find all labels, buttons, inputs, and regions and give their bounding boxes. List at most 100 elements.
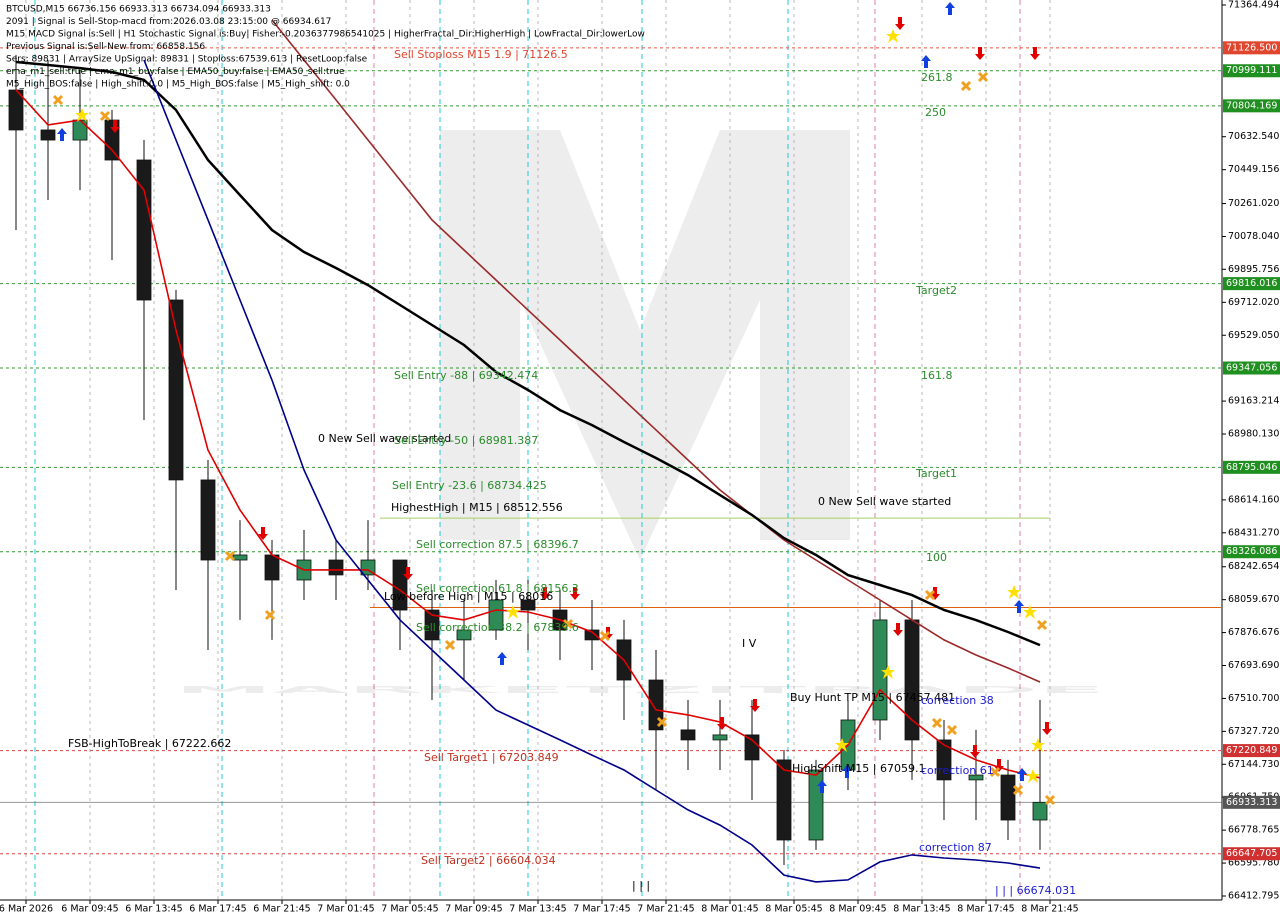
y-tick-label: 69529.050 [1228, 330, 1279, 341]
level-label: 69816.016 [1226, 278, 1277, 289]
cross-marker [1036, 619, 1048, 631]
buy-arrow [1017, 768, 1027, 781]
buy-arrow [921, 55, 931, 68]
buy-arrow [57, 128, 67, 141]
y-tick-label: 70449.156 [1228, 164, 1279, 175]
info-line: 2091 | Signal is Sell-Stop-macd from:202… [6, 17, 331, 27]
star-marker [886, 29, 900, 43]
annotation: FSB-HighToBreak | 67222.662 [68, 737, 231, 750]
level-tag [1223, 361, 1280, 375]
y-tick-label: 69163.214 [1228, 396, 1279, 407]
star-marker [1031, 738, 1045, 752]
candle-body [712, 734, 728, 741]
cross-marker [931, 717, 943, 729]
sell-arrow [1030, 47, 1040, 60]
candle-body [232, 554, 248, 561]
candle-body [680, 729, 696, 741]
annotation: Sell Target2 | 66604.034 [421, 854, 556, 867]
buy-arrow [817, 780, 827, 793]
annotation: correction 38 [921, 694, 994, 707]
cross-marker [1044, 794, 1056, 806]
level-label: 71126.500 [1226, 42, 1277, 53]
y-tick-label: 66778.765 [1228, 825, 1279, 836]
ma-line [271, 19, 1041, 683]
y-tick-label: 68614.160 [1228, 494, 1279, 505]
x-tick-label: 6 Mar 09:45 [61, 904, 118, 915]
candle-body [776, 759, 792, 841]
cross-marker [924, 589, 936, 601]
x-tick-label: 6 Mar 2026 [0, 904, 53, 915]
level-tag [1223, 744, 1280, 758]
info-line: ema_m1_sell:true | ema_m1_buy:false | EM… [6, 67, 345, 77]
buy-arrow [497, 652, 507, 665]
annotation: Buy Hunt TP M15 | 67457.481 [790, 691, 955, 704]
candle-body [520, 599, 536, 611]
annotation: I V [742, 637, 757, 650]
annotation: correction 61 [921, 764, 994, 777]
level-tag [1223, 99, 1280, 113]
level-tag [1223, 41, 1280, 55]
y-tick-label: 68242.654 [1228, 561, 1279, 572]
candle-body [456, 629, 472, 641]
candle-body [744, 734, 760, 761]
buy-arrow [1014, 600, 1024, 613]
sell-arrow [970, 745, 980, 758]
annotation: Sell Target1 | 67203.849 [424, 751, 559, 764]
y-tick-label: 67327.720 [1228, 726, 1279, 737]
x-tick-label: 7 Mar 17:45 [573, 904, 630, 915]
star-marker [75, 108, 89, 122]
annotation: | | | 66674.031 [995, 884, 1076, 897]
ma-line [143, 59, 1041, 883]
cross-marker [946, 724, 958, 736]
annotation: 261.8 [921, 71, 953, 84]
level-label: 70804.169 [1226, 100, 1277, 111]
candle-body [904, 619, 920, 741]
y-tick-label: 68431.270 [1228, 527, 1279, 538]
level-label: 66647.705 [1226, 848, 1277, 859]
x-tick-label: 7 Mar 01:45 [317, 904, 374, 915]
star-marker [1007, 585, 1021, 599]
cross-marker [977, 71, 989, 83]
level-tag [1223, 795, 1280, 809]
info-line: BTCUSD,M15 66736.156 66933.313 66734.094… [6, 5, 271, 15]
info-line: Previous Signal is:Sell-New from: 66858.… [6, 42, 205, 52]
annotation: 100 [926, 551, 947, 564]
candle-body [936, 739, 952, 781]
x-tick-label: 6 Mar 17:45 [189, 904, 246, 915]
cross-marker [562, 618, 574, 630]
annotation: Sell Stoploss M15 1.9 | 71126.5 [394, 48, 568, 61]
annotation: Target2 [915, 284, 957, 297]
buy-arrow [945, 2, 955, 15]
annotation: Sell Entry -50 | 68981.387 [394, 434, 538, 447]
sell-arrow [540, 587, 550, 600]
logo-watermark [440, 130, 850, 560]
cross-marker [656, 716, 668, 728]
sell-arrow [975, 47, 985, 60]
cross-marker [99, 110, 111, 122]
y-tick-label: 70261.020 [1228, 198, 1279, 209]
x-tick-label: 8 Mar 13:45 [893, 904, 950, 915]
x-tick-label: 6 Mar 13:45 [125, 904, 182, 915]
x-tick-label: 7 Mar 09:45 [445, 904, 502, 915]
cross-marker [52, 94, 64, 106]
annotation: Sell Entry -23.6 | 68734.425 [392, 479, 547, 492]
x-tick-label: 8 Mar 17:45 [957, 904, 1014, 915]
sell-arrow [1042, 722, 1052, 735]
session-lines [34, 0, 1021, 900]
candle-body [1000, 774, 1016, 821]
level-tag [1223, 64, 1280, 78]
x-tick-label: 7 Mar 13:45 [509, 904, 566, 915]
annotation: Sell correction 38.2 | 67839.6 [416, 621, 579, 634]
level-label: 68795.046 [1226, 462, 1277, 473]
level-label: 67220.849 [1226, 745, 1277, 756]
level-tag [1223, 277, 1280, 291]
candle-body [136, 159, 152, 301]
y-tick-label: 67876.676 [1228, 627, 1279, 638]
annotation: HighestHigh | M15 | 68512.556 [391, 501, 563, 514]
level-label: 70999.111 [1226, 65, 1277, 76]
y-tick-label: 70078.040 [1228, 231, 1279, 242]
annotation: Sell correction 87.5 | 68396.7 [416, 538, 579, 551]
sell-arrow [258, 527, 268, 540]
candle-body [200, 479, 216, 561]
